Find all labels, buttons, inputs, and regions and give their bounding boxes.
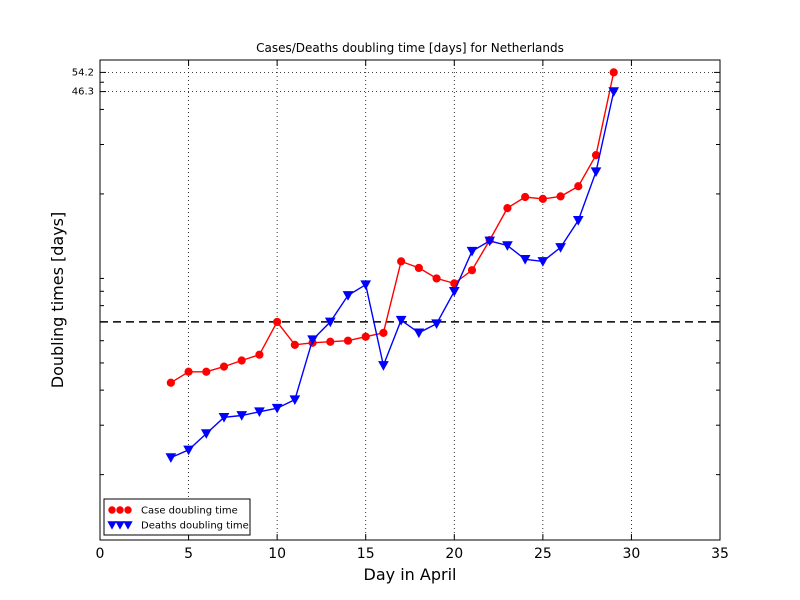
x-tick-label: 20 (445, 546, 463, 562)
legend-marker (115, 521, 125, 530)
death-point (360, 280, 372, 290)
case-point (379, 328, 388, 337)
series-1 (165, 87, 620, 463)
death-point (502, 241, 513, 251)
case-point (202, 367, 211, 376)
x-tick-label: 35 (711, 546, 729, 562)
x-tick-label: 25 (534, 546, 552, 562)
death-point (183, 445, 194, 456)
death-point (236, 411, 248, 421)
death-point (484, 236, 496, 247)
case-point (273, 317, 282, 327)
death-point (218, 413, 230, 423)
case-point (237, 356, 246, 365)
death-point (466, 246, 478, 257)
case-point (503, 204, 512, 213)
case-point (432, 274, 441, 283)
chart-title: Cases/Deaths doubling time [days] for Ne… (256, 41, 564, 55)
death-point (165, 453, 177, 463)
death-point (271, 403, 283, 414)
legend-label: Case doubling time (141, 506, 238, 517)
x-axis-label: Day in April (364, 565, 457, 584)
series-group (165, 68, 620, 463)
x-tick-label: 0 (96, 546, 105, 562)
death-point (324, 317, 336, 328)
case-point (609, 68, 618, 77)
death-point (572, 216, 584, 226)
case-point (521, 192, 530, 202)
case-point (184, 367, 193, 376)
death-point (519, 254, 531, 265)
death-point (342, 291, 354, 301)
plot-area (99, 59, 721, 541)
death-point (307, 335, 318, 346)
case-point (414, 263, 423, 273)
x-ticks: 0 5 10 15 20 25 30 35 (96, 60, 729, 562)
case-point (538, 194, 547, 204)
case-point (361, 332, 370, 341)
legend-marker (123, 521, 133, 530)
death-point (413, 328, 425, 339)
legend-marker (124, 506, 132, 514)
death-point (431, 319, 442, 329)
death-point (608, 87, 620, 97)
death-point (448, 286, 460, 297)
legend-marker (107, 521, 117, 530)
case-point (326, 337, 335, 346)
legend-marker (116, 506, 124, 514)
legend-label: Deaths doubling time (141, 521, 249, 532)
case-point (166, 378, 175, 387)
legend-marker (108, 506, 116, 514)
case-point (574, 182, 583, 191)
case-point (467, 266, 477, 275)
x-tick-label: 30 (623, 546, 641, 562)
death-point (395, 315, 407, 326)
case-point (343, 336, 353, 345)
y-tick-label: 54.2 (72, 67, 94, 78)
y-axis-label: Doubling times [days] (48, 212, 67, 389)
death-point (555, 243, 566, 253)
death-point (254, 407, 265, 418)
death-point (289, 395, 301, 405)
death-point (200, 429, 212, 439)
x-tick-label: 5 (184, 546, 193, 562)
case-point (255, 350, 264, 359)
x-tick-label: 15 (357, 546, 375, 562)
case-point (219, 362, 229, 371)
y-tick-label: 46.3 (72, 87, 94, 98)
case-point (556, 192, 565, 201)
case-point (397, 257, 406, 266)
death-point (378, 361, 389, 371)
x-tick-label: 10 (268, 546, 286, 562)
legend: Case doubling time Deaths doubling time (103, 498, 251, 536)
death-point (590, 167, 602, 178)
death-point (537, 257, 549, 267)
case-point (290, 340, 299, 349)
